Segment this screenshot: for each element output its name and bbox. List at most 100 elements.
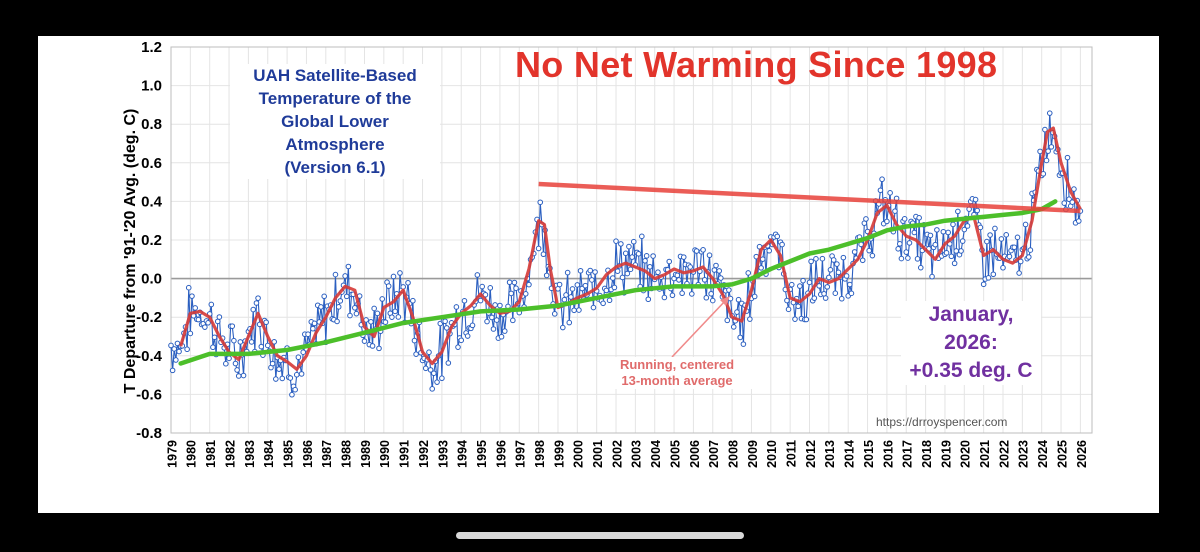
monthly-point [932,241,939,248]
monthly-point [231,337,237,344]
flat-trend-line [538,181,1081,214]
monthly-point [911,229,918,236]
x-tick-label: 2020 [959,440,973,468]
monthly-point [501,328,508,334]
monthly-point [395,314,402,320]
x-tick-label: 2002 [610,440,624,468]
monthly-point [497,302,503,309]
monthly-point [797,283,803,289]
monthly-point [305,331,311,338]
monthly-point [897,241,903,247]
monthly-point [718,275,724,281]
monthly-point [343,293,350,300]
x-tick-label: 1991 [398,440,412,468]
y-tick-label: 1.2 [141,39,162,56]
monthly-point [759,256,766,262]
monthly-point [811,295,818,301]
monthly-point [442,318,448,325]
monthly-point [611,284,618,291]
monthly-point [1003,232,1010,238]
y-tick-label: 0.0 [141,271,162,288]
y-axis-label: T Departure from '91-'20 Avg. (deg. C) [122,108,139,394]
monthly-point [589,277,595,283]
monthly-point [984,238,990,245]
monthly-point [813,256,819,262]
x-tick-label: 2001 [591,440,605,468]
monthly-point [1006,253,1013,260]
monthly-point [427,367,434,373]
monthly-point [210,344,216,351]
monthly-point [843,273,850,279]
x-tick-label: 1981 [204,440,218,468]
monthly-point [751,293,758,300]
monthly-point [1014,234,1021,241]
x-tick-label: 1990 [378,440,392,468]
monthly-point [898,255,905,262]
monthly-point [676,277,682,283]
monthly-point [779,241,785,248]
x-tick-label: 2009 [746,440,760,468]
monthly-point [540,251,547,258]
monthly-point [803,316,810,323]
monthly-point [535,245,542,252]
monthly-point [526,281,532,288]
title-line: Global Lower Atmosphere [281,112,389,154]
monthly-point [961,226,968,233]
monthly-point [806,279,813,286]
x-tick-label: 1995 [475,440,489,468]
y-tick-label: -0.6 [136,386,162,403]
x-tick-label: 1998 [533,440,547,468]
monthly-point [848,290,855,297]
x-tick-label: 2023 [1017,440,1031,468]
monthly-point [700,247,706,253]
monthly-point [376,345,382,352]
monthly-point [1061,200,1068,206]
monthly-point [511,279,518,286]
x-tick-label: 2017 [901,440,915,468]
monthly-point [321,293,327,300]
x-tick-label: 2013 [823,440,837,468]
monthly-point [431,370,437,377]
y-tick-label: -0.4 [136,348,163,365]
monthly-point [1043,157,1050,164]
monthly-point [237,339,244,345]
monthly-point [379,296,386,302]
monthly-point [205,319,211,326]
monthly-point [819,255,826,262]
x-tick-label: 2012 [804,440,818,468]
monthly-point [959,238,966,244]
monthly-point [464,333,471,339]
x-tick-label: 1988 [340,440,354,468]
monthly-point [318,304,324,310]
monthly-point [510,317,516,324]
long-term-trend-line [178,199,1058,366]
monthly-point [493,317,500,323]
monthly-point [847,281,853,288]
monthly-point [992,225,998,232]
monthly-point [906,240,913,246]
monthly-point [361,338,368,344]
monthly-point [310,325,316,332]
monthly-point [639,233,645,240]
avg-label-line: 13-month average [621,373,733,388]
x-tick-label: 2000 [572,440,586,468]
source-url[interactable]: https://drroyspencer.com [876,415,1008,429]
monthly-point [397,270,403,276]
x-tick-label: 2025 [1055,440,1069,468]
monthly-point [866,247,872,254]
monthly-point [568,294,574,300]
monthly-point [352,305,358,311]
monthly-point [1045,148,1051,154]
monthly-point [229,323,236,329]
monthly-point [223,360,229,367]
monthly-point [711,267,718,273]
x-tick-label: 1985 [281,440,295,468]
home-indicator[interactable] [456,532,744,539]
y-tick-label: -0.8 [136,425,162,442]
monthly-point [560,324,566,331]
monthly-point [624,270,631,277]
monthly-point [202,324,208,330]
monthly-point [892,208,898,214]
monthly-point [287,375,294,381]
x-tick-label: 2014 [843,440,857,468]
